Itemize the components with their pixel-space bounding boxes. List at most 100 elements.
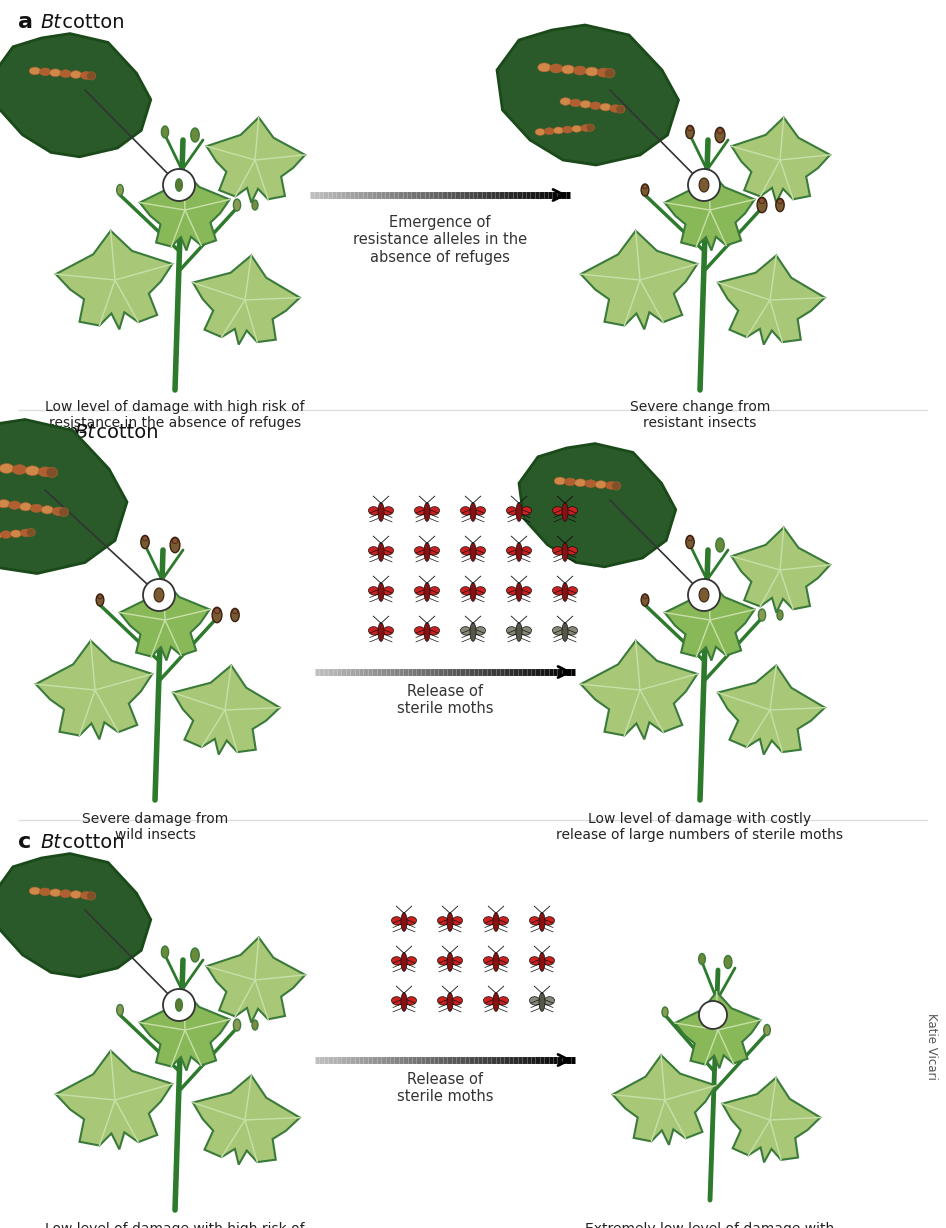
Ellipse shape xyxy=(759,609,765,621)
Polygon shape xyxy=(173,666,280,754)
Ellipse shape xyxy=(382,626,394,635)
Ellipse shape xyxy=(516,623,522,641)
Ellipse shape xyxy=(600,103,611,111)
Ellipse shape xyxy=(493,992,499,1012)
Ellipse shape xyxy=(429,626,440,635)
Ellipse shape xyxy=(437,916,448,925)
Ellipse shape xyxy=(233,609,237,614)
Ellipse shape xyxy=(642,594,647,599)
Ellipse shape xyxy=(520,507,532,515)
Ellipse shape xyxy=(470,582,476,602)
Ellipse shape xyxy=(605,481,617,489)
Polygon shape xyxy=(0,853,150,976)
Ellipse shape xyxy=(424,623,430,641)
Text: Bt: Bt xyxy=(74,422,95,442)
Polygon shape xyxy=(193,1076,300,1164)
Ellipse shape xyxy=(544,957,554,965)
Ellipse shape xyxy=(38,467,53,476)
Ellipse shape xyxy=(447,992,453,1012)
Ellipse shape xyxy=(10,530,22,538)
Ellipse shape xyxy=(520,587,532,596)
Ellipse shape xyxy=(377,543,384,561)
Ellipse shape xyxy=(585,480,596,488)
Ellipse shape xyxy=(377,623,384,641)
Text: Low level of damage with high risk of
resistance in the absence of refuges: Low level of damage with high risk of re… xyxy=(45,1222,305,1228)
Ellipse shape xyxy=(699,588,709,602)
Ellipse shape xyxy=(382,546,394,555)
Ellipse shape xyxy=(520,626,532,635)
Ellipse shape xyxy=(191,128,200,142)
Ellipse shape xyxy=(552,626,564,635)
Ellipse shape xyxy=(154,588,164,602)
Ellipse shape xyxy=(429,587,440,596)
Ellipse shape xyxy=(116,184,123,195)
Ellipse shape xyxy=(483,957,495,965)
Ellipse shape xyxy=(562,582,569,602)
Polygon shape xyxy=(0,420,127,573)
Ellipse shape xyxy=(575,479,586,486)
Ellipse shape xyxy=(498,916,509,925)
Ellipse shape xyxy=(162,126,168,138)
Ellipse shape xyxy=(50,889,61,896)
Ellipse shape xyxy=(562,543,569,561)
Ellipse shape xyxy=(60,70,71,77)
Text: Severe damage from
wild insects: Severe damage from wild insects xyxy=(82,812,228,842)
Ellipse shape xyxy=(461,546,471,555)
Ellipse shape xyxy=(0,532,2,539)
Ellipse shape xyxy=(40,68,51,76)
Ellipse shape xyxy=(516,582,522,602)
Ellipse shape xyxy=(699,953,706,964)
Ellipse shape xyxy=(70,890,81,899)
Ellipse shape xyxy=(567,546,577,555)
Ellipse shape xyxy=(21,529,31,537)
Ellipse shape xyxy=(382,507,394,515)
Ellipse shape xyxy=(565,478,576,486)
Text: Bt: Bt xyxy=(40,833,61,852)
Ellipse shape xyxy=(475,587,485,596)
Ellipse shape xyxy=(0,463,13,473)
Polygon shape xyxy=(140,169,230,251)
Ellipse shape xyxy=(686,535,694,549)
Ellipse shape xyxy=(42,506,53,515)
Ellipse shape xyxy=(776,199,784,211)
Ellipse shape xyxy=(9,501,21,510)
Text: cotton: cotton xyxy=(56,833,125,852)
Ellipse shape xyxy=(96,594,104,607)
Text: Bt: Bt xyxy=(40,14,61,32)
Polygon shape xyxy=(206,937,306,1023)
Ellipse shape xyxy=(414,587,426,596)
Ellipse shape xyxy=(777,610,783,620)
Text: Extremely low level of damage with
reduced chance of resistance and less
extensi: Extremely low level of damage with reduc… xyxy=(577,1222,843,1228)
Ellipse shape xyxy=(715,128,725,142)
Polygon shape xyxy=(665,169,755,251)
Ellipse shape xyxy=(550,64,563,72)
Ellipse shape xyxy=(116,1005,123,1016)
Ellipse shape xyxy=(234,199,240,211)
Ellipse shape xyxy=(401,912,407,931)
Ellipse shape xyxy=(447,953,453,971)
Ellipse shape xyxy=(406,957,416,965)
Circle shape xyxy=(163,169,195,201)
Polygon shape xyxy=(731,527,831,613)
Ellipse shape xyxy=(429,507,440,515)
Ellipse shape xyxy=(26,528,35,537)
Ellipse shape xyxy=(406,916,416,925)
Polygon shape xyxy=(675,992,761,1068)
Ellipse shape xyxy=(612,481,621,490)
Ellipse shape xyxy=(369,546,379,555)
Ellipse shape xyxy=(451,997,463,1006)
Ellipse shape xyxy=(516,543,522,561)
Ellipse shape xyxy=(562,65,574,74)
Ellipse shape xyxy=(580,101,591,108)
Ellipse shape xyxy=(46,467,58,478)
Text: Release of
sterile moths: Release of sterile moths xyxy=(396,684,493,716)
Ellipse shape xyxy=(80,71,92,80)
Ellipse shape xyxy=(437,997,448,1006)
Text: cotton: cotton xyxy=(90,422,159,442)
Polygon shape xyxy=(36,641,152,739)
Ellipse shape xyxy=(483,916,495,925)
Text: b: b xyxy=(18,422,34,442)
Ellipse shape xyxy=(29,887,41,895)
Polygon shape xyxy=(497,25,678,165)
Ellipse shape xyxy=(552,507,564,515)
